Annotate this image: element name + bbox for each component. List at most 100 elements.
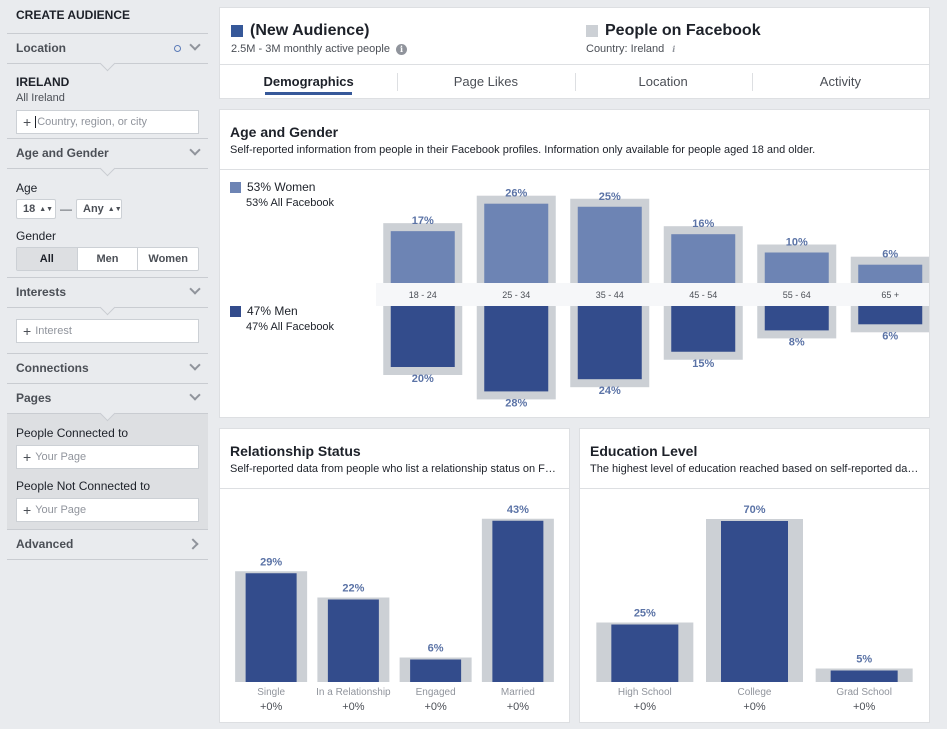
category-label-grad-school: Grad School <box>836 687 892 698</box>
education-subtitle: The highest level of education reached b… <box>590 463 919 475</box>
men-legend: 47% Men 47% All Facebook <box>230 304 334 333</box>
chevron-right-icon[interactable] <box>187 538 199 550</box>
location-section-header[interactable]: Location <box>7 34 208 72</box>
education-title: Education Level <box>590 443 698 459</box>
audience-name: (New Audience) <box>250 22 370 39</box>
delta-label-college: +0% <box>743 701 766 713</box>
education-header: Education Level The highest level of edu… <box>580 429 929 489</box>
comparison-name: People on Facebook <box>605 22 761 39</box>
chevron-down-icon[interactable] <box>189 359 201 371</box>
connected-page-input[interactable]: + Your Page <box>16 445 199 469</box>
women-bar-35-44 <box>577 206 642 283</box>
women-bar-25-34 <box>484 203 549 283</box>
interests-header-label: Interests <box>16 285 67 299</box>
men-swatch <box>230 305 241 317</box>
age-gender-subtitle: Self-reported information from people in… <box>230 144 816 156</box>
age-label: Age <box>16 181 38 195</box>
category-label-single: Single <box>257 687 285 698</box>
bar-label-college: 70% <box>743 504 765 516</box>
interests-section-body: + Interest <box>7 308 208 354</box>
connections-section-header[interactable]: Connections <box>7 354 208 384</box>
education-level-chart: 25% High School +0% 70% College +0% 5% Grad Sch… <box>596 504 913 713</box>
men-bar-55-64 <box>764 306 829 331</box>
chevron-down-icon[interactable] <box>189 144 201 156</box>
age-tick-45-54: 45 - 54 <box>689 290 717 300</box>
category-label-high-school: High School <box>618 687 672 698</box>
audience-header-panel: (New Audience) 2.5M - 3M monthly active … <box>219 7 930 99</box>
sidebar-title: CREATE AUDIENCE <box>7 0 208 34</box>
pages-section-header[interactable]: Pages <box>7 384 208 422</box>
interests-section-header[interactable]: Interests <box>7 278 208 316</box>
bar-in-a-relationship <box>327 599 379 682</box>
age-min-select[interactable]: 18 ▲▼ <box>16 199 56 219</box>
gender-segmented-control: All Men Women <box>16 247 199 271</box>
not-connected-page-input[interactable]: + Your Page <box>16 498 199 522</box>
relationship-title: Relationship Status <box>230 443 361 459</box>
gender-women-button[interactable]: Women <box>138 248 198 270</box>
age-axis-band <box>376 283 929 306</box>
connected-page-placeholder: Your Page <box>35 451 87 463</box>
category-label-college: College <box>738 687 772 698</box>
bar-label-married: 43% <box>507 504 529 516</box>
audience-color-swatch <box>231 25 243 37</box>
age-gender-section-header[interactable]: Age and Gender <box>7 139 208 177</box>
gender-all-button[interactable]: All <box>17 248 78 270</box>
location-header-label: Location <box>16 41 66 55</box>
plus-icon: + <box>23 502 32 518</box>
plus-icon: + <box>23 323 32 339</box>
age-max-select[interactable]: Any ▲▼ <box>76 199 122 219</box>
people-connected-label: People Connected to <box>16 426 129 440</box>
men-bar-25-34 <box>484 306 549 392</box>
info-icon[interactable]: i <box>672 44 676 54</box>
not-connected-page-placeholder: Your Page <box>35 504 87 516</box>
chevron-down-icon[interactable] <box>189 389 201 401</box>
women-bar-label-25-34: 26% <box>505 188 527 200</box>
men-all-facebook: 47% All Facebook <box>246 321 335 333</box>
bar-label-grad-school: 5% <box>856 654 872 666</box>
delta-label-grad-school: +0% <box>853 701 876 713</box>
tab-activity[interactable]: Activity <box>751 65 929 98</box>
age-gender-title: Age and Gender <box>230 124 339 140</box>
bar-label-engaged: 6% <box>428 643 444 655</box>
category-label-in-a-relationship: In a Relationship <box>316 687 391 698</box>
chevron-down-icon[interactable] <box>189 283 201 295</box>
location-scope: All Ireland <box>16 92 65 104</box>
men-bar-35-44 <box>577 306 642 380</box>
tab-demographics[interactable]: Demographics <box>220 65 397 98</box>
pages-header-label: Pages <box>16 391 52 405</box>
women-bar-label-35-44: 25% <box>599 191 621 203</box>
tab-location[interactable]: Location <box>574 65 752 98</box>
tab-page-likes[interactable]: Page Likes <box>397 65 574 98</box>
education-level-panel: Education Level The highest level of edu… <box>579 428 930 723</box>
sort-arrows-icon: ▲▼ <box>107 205 122 213</box>
age-gender-header: Age and Gender Self-reported information… <box>220 110 929 170</box>
age-tick-18-24: 18 - 24 <box>409 290 437 300</box>
age-min-value: 18 <box>23 203 36 215</box>
age-tick-65: 65 + <box>881 290 899 300</box>
bar-label-in-a-relationship: 22% <box>342 583 364 595</box>
people-not-connected-label: People Not Connected to <box>16 479 151 493</box>
men-bar-45-54 <box>671 306 736 352</box>
plus-icon: + <box>23 114 32 130</box>
audience-size: 2.5M - 3M monthly active people <box>231 43 390 55</box>
women-swatch <box>230 181 241 193</box>
women-bar-label-65: 6% <box>882 249 898 261</box>
age-tick-25-34: 25 - 34 <box>502 290 530 300</box>
age-tick-35-44: 35 - 44 <box>596 290 624 300</box>
gender-label: Gender <box>16 229 57 243</box>
bar-single <box>245 573 297 682</box>
create-audience-sidebar: CREATE AUDIENCE Location IRELAND All Ire… <box>7 0 208 569</box>
chevron-down-icon[interactable] <box>189 39 201 51</box>
men-bar-label-65: 6% <box>882 330 898 342</box>
interest-placeholder: Interest <box>35 325 72 337</box>
plus-icon: + <box>23 449 32 465</box>
info-icon[interactable]: i <box>395 43 407 55</box>
location-placeholder: Country, region, or city <box>35 116 148 128</box>
selected-audience: (New Audience) 2.5M - 3M monthly active … <box>231 22 407 55</box>
age-gender-header-label: Age and Gender <box>16 146 109 160</box>
interest-search-input[interactable]: + Interest <box>16 319 199 343</box>
gender-men-button[interactable]: Men <box>77 248 139 270</box>
advanced-section-header[interactable]: Advanced <box>7 530 208 560</box>
relationship-status-chart: 29% Single +0% 22% In a Relationship +0% 6% Eng… <box>235 504 554 713</box>
location-search-input[interactable]: + Country, region, or city <box>16 110 199 134</box>
